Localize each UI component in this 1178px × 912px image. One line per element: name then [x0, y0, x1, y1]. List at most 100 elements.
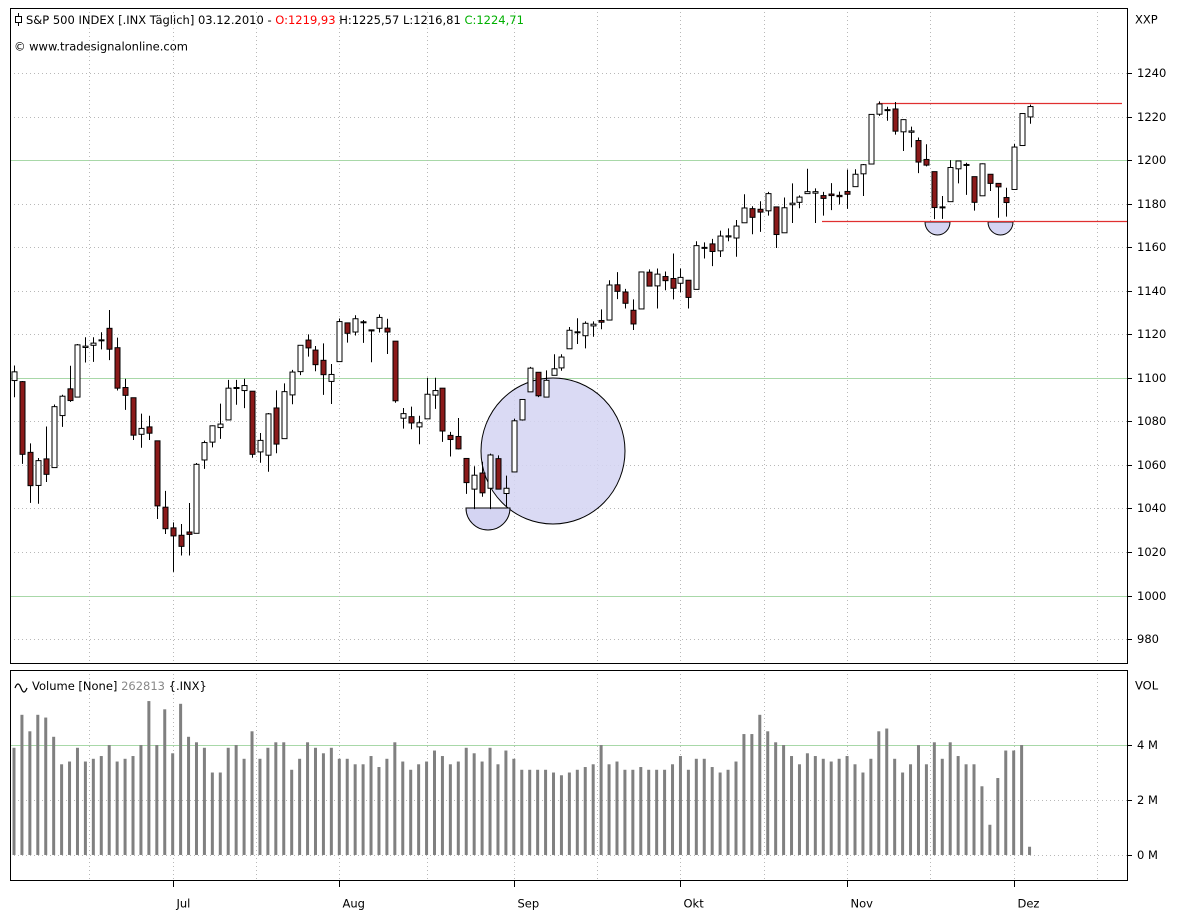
volume-bar	[425, 761, 429, 855]
volume-bar	[671, 764, 675, 855]
volume-bar	[559, 775, 563, 855]
volume-bar	[218, 772, 222, 855]
candle-body	[836, 194, 843, 198]
volume-bar	[44, 717, 48, 855]
volume-bar	[290, 769, 294, 855]
candle-body	[503, 487, 510, 494]
volume-bar	[940, 758, 944, 855]
volume-bar	[393, 742, 397, 855]
volume-bar	[948, 742, 952, 855]
volume-bar	[298, 758, 302, 855]
volume-bar	[1020, 745, 1024, 855]
volume-bar	[797, 764, 801, 855]
candle-body	[241, 385, 248, 392]
candle-body	[352, 318, 359, 333]
candle-body	[844, 190, 851, 195]
volume-bar	[567, 772, 571, 855]
price-panel-frame	[10, 8, 1128, 664]
candle-body	[225, 387, 232, 421]
candle-body	[773, 206, 780, 236]
y-tick-label: 1220	[1137, 110, 1166, 124]
candle-body	[741, 207, 748, 224]
x-tick-label: Jul	[176, 897, 191, 911]
candle-body	[384, 327, 391, 333]
candle-body	[900, 119, 907, 133]
y-tick-label: 1240	[1137, 66, 1166, 80]
candle-body	[368, 329, 375, 332]
candle-body	[43, 458, 50, 475]
volume-bar	[972, 764, 976, 855]
volume-bar	[234, 745, 238, 855]
highlight-half-circle	[465, 507, 511, 531]
volume-bar	[750, 734, 754, 855]
y-tick-label: 1080	[1137, 414, 1166, 428]
volume-bar	[782, 745, 786, 855]
candle-body	[273, 407, 280, 445]
chart-subtitle: © www.tradesignalonline.com	[14, 40, 188, 54]
volume-bar	[528, 769, 532, 855]
candle-body	[543, 379, 550, 398]
volume-bar	[599, 745, 603, 855]
volume-bar	[734, 761, 738, 855]
volume-bar	[885, 728, 889, 855]
candle-body	[59, 395, 66, 417]
candle-body	[170, 527, 177, 537]
candle-body	[217, 423, 224, 429]
candle-body	[693, 245, 700, 290]
volume-bar	[591, 764, 595, 855]
volume-bar	[313, 747, 317, 855]
candle-body	[305, 339, 312, 349]
volume-bar	[877, 731, 881, 855]
candle-body	[765, 193, 772, 212]
volume-bar	[686, 769, 690, 855]
volume-bar	[131, 756, 135, 855]
candle-body	[487, 454, 494, 489]
volume-bar	[916, 745, 920, 855]
candle-body	[915, 140, 922, 163]
volume-bar	[433, 750, 437, 855]
candle-body	[209, 425, 216, 443]
candle-body	[447, 434, 454, 441]
candle-body	[328, 373, 335, 382]
candle-body	[558, 356, 565, 369]
candle-body	[416, 422, 423, 428]
volume-bar	[694, 758, 698, 855]
volume-bar	[583, 767, 587, 855]
candle-body	[27, 451, 34, 487]
volume-bar	[964, 764, 968, 855]
candle-body	[614, 284, 621, 292]
candle-body	[979, 163, 986, 197]
candle-body	[479, 472, 486, 494]
candle-body	[408, 416, 415, 424]
volume-bar	[20, 714, 24, 855]
volume-bar	[385, 758, 389, 855]
candle-body	[955, 160, 962, 170]
candle-body	[884, 109, 891, 112]
candle-body	[709, 243, 716, 253]
y-tick-label: 1000	[1137, 589, 1166, 603]
candle-body	[312, 349, 319, 366]
candle-body	[733, 225, 740, 239]
candle-body	[757, 208, 764, 213]
volume-panel-frame	[10, 670, 1128, 881]
candle-body	[995, 182, 1002, 188]
volume-bar	[901, 772, 905, 855]
candle-body	[11, 371, 18, 382]
candle-body	[463, 457, 470, 484]
low-label: L:1216,81	[403, 13, 461, 27]
candle-body	[622, 291, 629, 304]
candle-body	[233, 387, 240, 390]
candle-body	[455, 435, 462, 450]
candle-body	[82, 345, 89, 348]
candle-body	[1027, 106, 1034, 118]
volume-bar	[496, 764, 500, 855]
candle-body	[424, 393, 431, 420]
volume-bar	[607, 764, 611, 855]
candle-body	[717, 235, 724, 252]
candle-body	[527, 367, 534, 393]
candle-body	[289, 371, 296, 396]
volume-bar	[242, 758, 246, 855]
y-tick-label: 0 M	[1137, 848, 1158, 862]
x-tick-label: Dez	[1018, 897, 1040, 911]
volume-bar	[202, 747, 206, 855]
